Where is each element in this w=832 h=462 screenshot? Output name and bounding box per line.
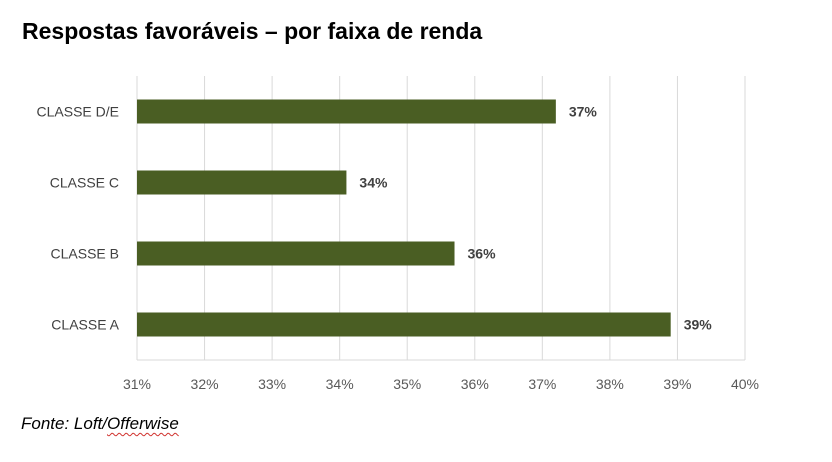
- bar: [137, 170, 347, 195]
- category-label: CLASSE D/E: [37, 104, 119, 120]
- data-label: 37%: [569, 104, 598, 120]
- x-tick-label: 40%: [731, 376, 759, 392]
- data-label: 39%: [684, 317, 713, 333]
- x-tick-label: 38%: [596, 376, 624, 392]
- x-tick-label: 34%: [326, 376, 354, 392]
- source-note: Fonte: Loft/Offerwise: [21, 414, 179, 434]
- data-label: 34%: [359, 175, 388, 191]
- category-label: CLASSE C: [50, 175, 119, 191]
- data-label: 36%: [468, 246, 497, 262]
- x-tick-label: 39%: [663, 376, 691, 392]
- x-tick-label: 32%: [191, 376, 219, 392]
- category-label: CLASSE B: [51, 246, 119, 262]
- x-tick-label: 37%: [528, 376, 556, 392]
- x-tick-label: 35%: [393, 376, 421, 392]
- chart-title: Respostas favoráveis – por faixa de rend…: [22, 18, 483, 44]
- x-tick-label: 33%: [258, 376, 286, 392]
- x-tick-label: 36%: [461, 376, 489, 392]
- bar: [137, 99, 556, 124]
- category-label: CLASSE A: [51, 317, 119, 333]
- bar: [137, 312, 671, 337]
- bar: [137, 241, 455, 266]
- x-tick-label: 31%: [123, 376, 151, 392]
- source-marked-word: Offerwise: [107, 414, 179, 433]
- source-prefix: Fonte: Loft/: [21, 414, 107, 433]
